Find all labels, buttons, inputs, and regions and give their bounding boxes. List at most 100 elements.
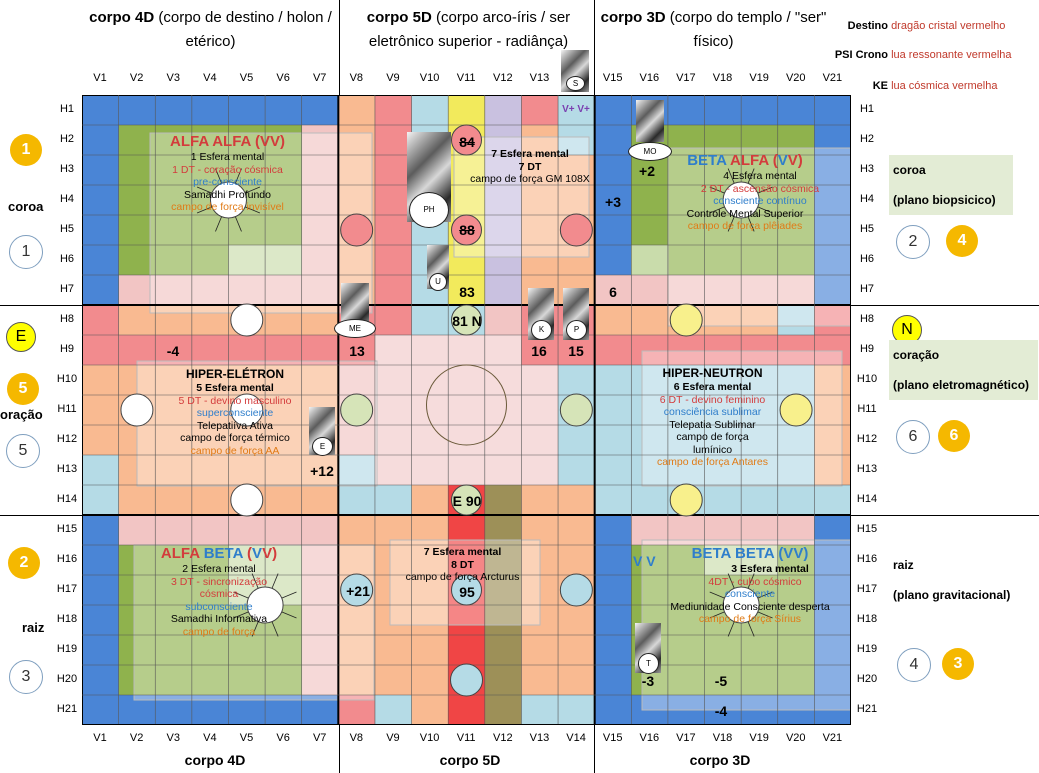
grid-cell xyxy=(704,665,742,695)
grid-cell xyxy=(484,695,522,725)
grid-cell xyxy=(777,605,815,635)
grid-cell xyxy=(118,635,156,665)
ray-alfa-beta xyxy=(233,591,249,599)
grid-cell xyxy=(484,485,522,515)
col-label-v12-bot: V12 xyxy=(493,732,513,744)
alfa-beta-l3: subconsciente xyxy=(185,600,253,613)
beta-alfa-l5: campo de força plêiades xyxy=(687,220,803,232)
row-label-h16-right: H16 xyxy=(856,553,878,565)
grid-cell xyxy=(82,575,119,605)
grid-cell xyxy=(631,425,668,455)
num-plus12: +12 xyxy=(310,463,334,479)
grid-svg xyxy=(82,95,851,725)
grid-cell xyxy=(82,155,119,185)
grid-cell xyxy=(667,155,705,185)
grid-cell xyxy=(741,335,778,365)
left-plain-5: 5 xyxy=(6,434,40,468)
grid-cell xyxy=(594,665,632,695)
row-label-h19-left: H19 xyxy=(56,643,78,655)
right-coroa: coroa xyxy=(893,163,926,177)
grid-cell xyxy=(191,395,229,425)
grid-cell xyxy=(448,635,485,665)
block-beta-alfa: BETA ALFA (VV) 4 Esfera mental 2 DT - as… xyxy=(665,152,825,233)
grid-cell xyxy=(411,425,449,455)
grid-cell xyxy=(155,215,192,245)
grid-cell xyxy=(338,245,375,275)
grid-cell xyxy=(704,155,742,185)
header-5d-title: corpo 5D xyxy=(366,9,432,26)
ray-beta-alfa xyxy=(727,216,735,232)
col-label-v7-bot: V7 xyxy=(312,732,327,744)
grid-cell xyxy=(411,395,449,425)
hiper-eletron-l6: campo de força AA xyxy=(190,444,280,457)
grid-cell xyxy=(265,275,302,305)
grid-cell xyxy=(301,665,339,695)
alfa-alfa-l1: 1 Esfera mental xyxy=(190,151,265,163)
row-label-h2-left: H2 xyxy=(59,133,75,145)
grid-cell xyxy=(594,275,632,305)
ray-alfa-beta xyxy=(271,621,279,637)
col-label-v16-top: V16 xyxy=(639,72,660,84)
right-coracao: coração xyxy=(893,348,940,362)
grid-cell xyxy=(191,335,229,365)
block-beta-beta: BETA BETA (VV) 3 Esfera mental 4DT - cub… xyxy=(655,545,845,626)
grid-cell xyxy=(155,275,192,305)
ray-beta-beta xyxy=(727,621,735,637)
grid-cell xyxy=(558,605,595,635)
grid-cell xyxy=(558,425,595,455)
grid-cell xyxy=(777,275,815,305)
kin-ke-label: KE xyxy=(872,80,888,92)
col-label-v17-bot: V17 xyxy=(676,732,696,744)
grid-cell xyxy=(558,335,595,365)
grid-cell xyxy=(594,455,632,485)
num-83: 83 xyxy=(459,284,475,300)
kin-psi: PSI Crono lua ressonante vermelha xyxy=(812,49,1012,61)
grid-cell xyxy=(741,395,778,425)
row-label-h9-left: H9 xyxy=(59,343,75,355)
grid-cell xyxy=(228,515,266,545)
grid-cell xyxy=(814,125,851,155)
grid-cell xyxy=(484,455,522,485)
grid-cell xyxy=(191,215,229,245)
grid-cell xyxy=(118,305,156,335)
col-label-v20-bot: V20 xyxy=(785,732,806,744)
row-label-h19-right: H19 xyxy=(856,643,878,655)
grid-cell xyxy=(484,365,522,395)
beta-beta-l3: consciente xyxy=(724,588,776,600)
grid-cell xyxy=(594,155,632,185)
grid-cell xyxy=(265,125,302,155)
right-raiz-box: raiz (plano gravitacional) xyxy=(889,550,1028,610)
col-label-v21-top: V21 xyxy=(822,72,843,84)
ray-alfa-alfa xyxy=(234,216,242,232)
hiper-neutron-l3: consciência sublimar xyxy=(663,406,762,418)
grid-cell xyxy=(374,485,412,515)
grid-cell xyxy=(521,155,559,185)
right-gold-4: 4 xyxy=(946,225,978,257)
grid-cell xyxy=(484,335,522,365)
grid-cell xyxy=(301,185,339,215)
header-5d: corpo 5D (corpo arco-íris / ser eletrôni… xyxy=(341,6,596,54)
row-label-h15-right: H15 xyxy=(856,523,878,535)
grid-cell xyxy=(484,425,522,455)
grid-cell xyxy=(521,425,559,455)
grid-cell xyxy=(777,155,815,185)
grid-cell xyxy=(777,635,815,665)
grid-cell xyxy=(667,125,705,155)
grid-cell xyxy=(265,245,302,275)
grid-cell xyxy=(338,545,375,575)
col-label-v17-top: V17 xyxy=(676,72,696,84)
grid-cell xyxy=(777,95,815,125)
left-plain-1: 1 xyxy=(9,235,43,269)
num-e90: E 90 xyxy=(452,493,482,509)
grid-cell xyxy=(338,425,375,455)
right-raiz: raiz xyxy=(893,558,914,572)
row-label-h20-left: H20 xyxy=(56,673,78,685)
ray-alfa-alfa xyxy=(244,186,261,194)
ray-alfa-beta xyxy=(271,573,279,589)
cube-green-e90 xyxy=(451,484,482,516)
grid-cell xyxy=(82,605,119,635)
col-label-v5-bot: V5 xyxy=(239,732,254,744)
cube-blue-95 xyxy=(451,574,482,606)
grid-cell xyxy=(301,515,339,545)
ray-beta-beta xyxy=(747,573,755,589)
